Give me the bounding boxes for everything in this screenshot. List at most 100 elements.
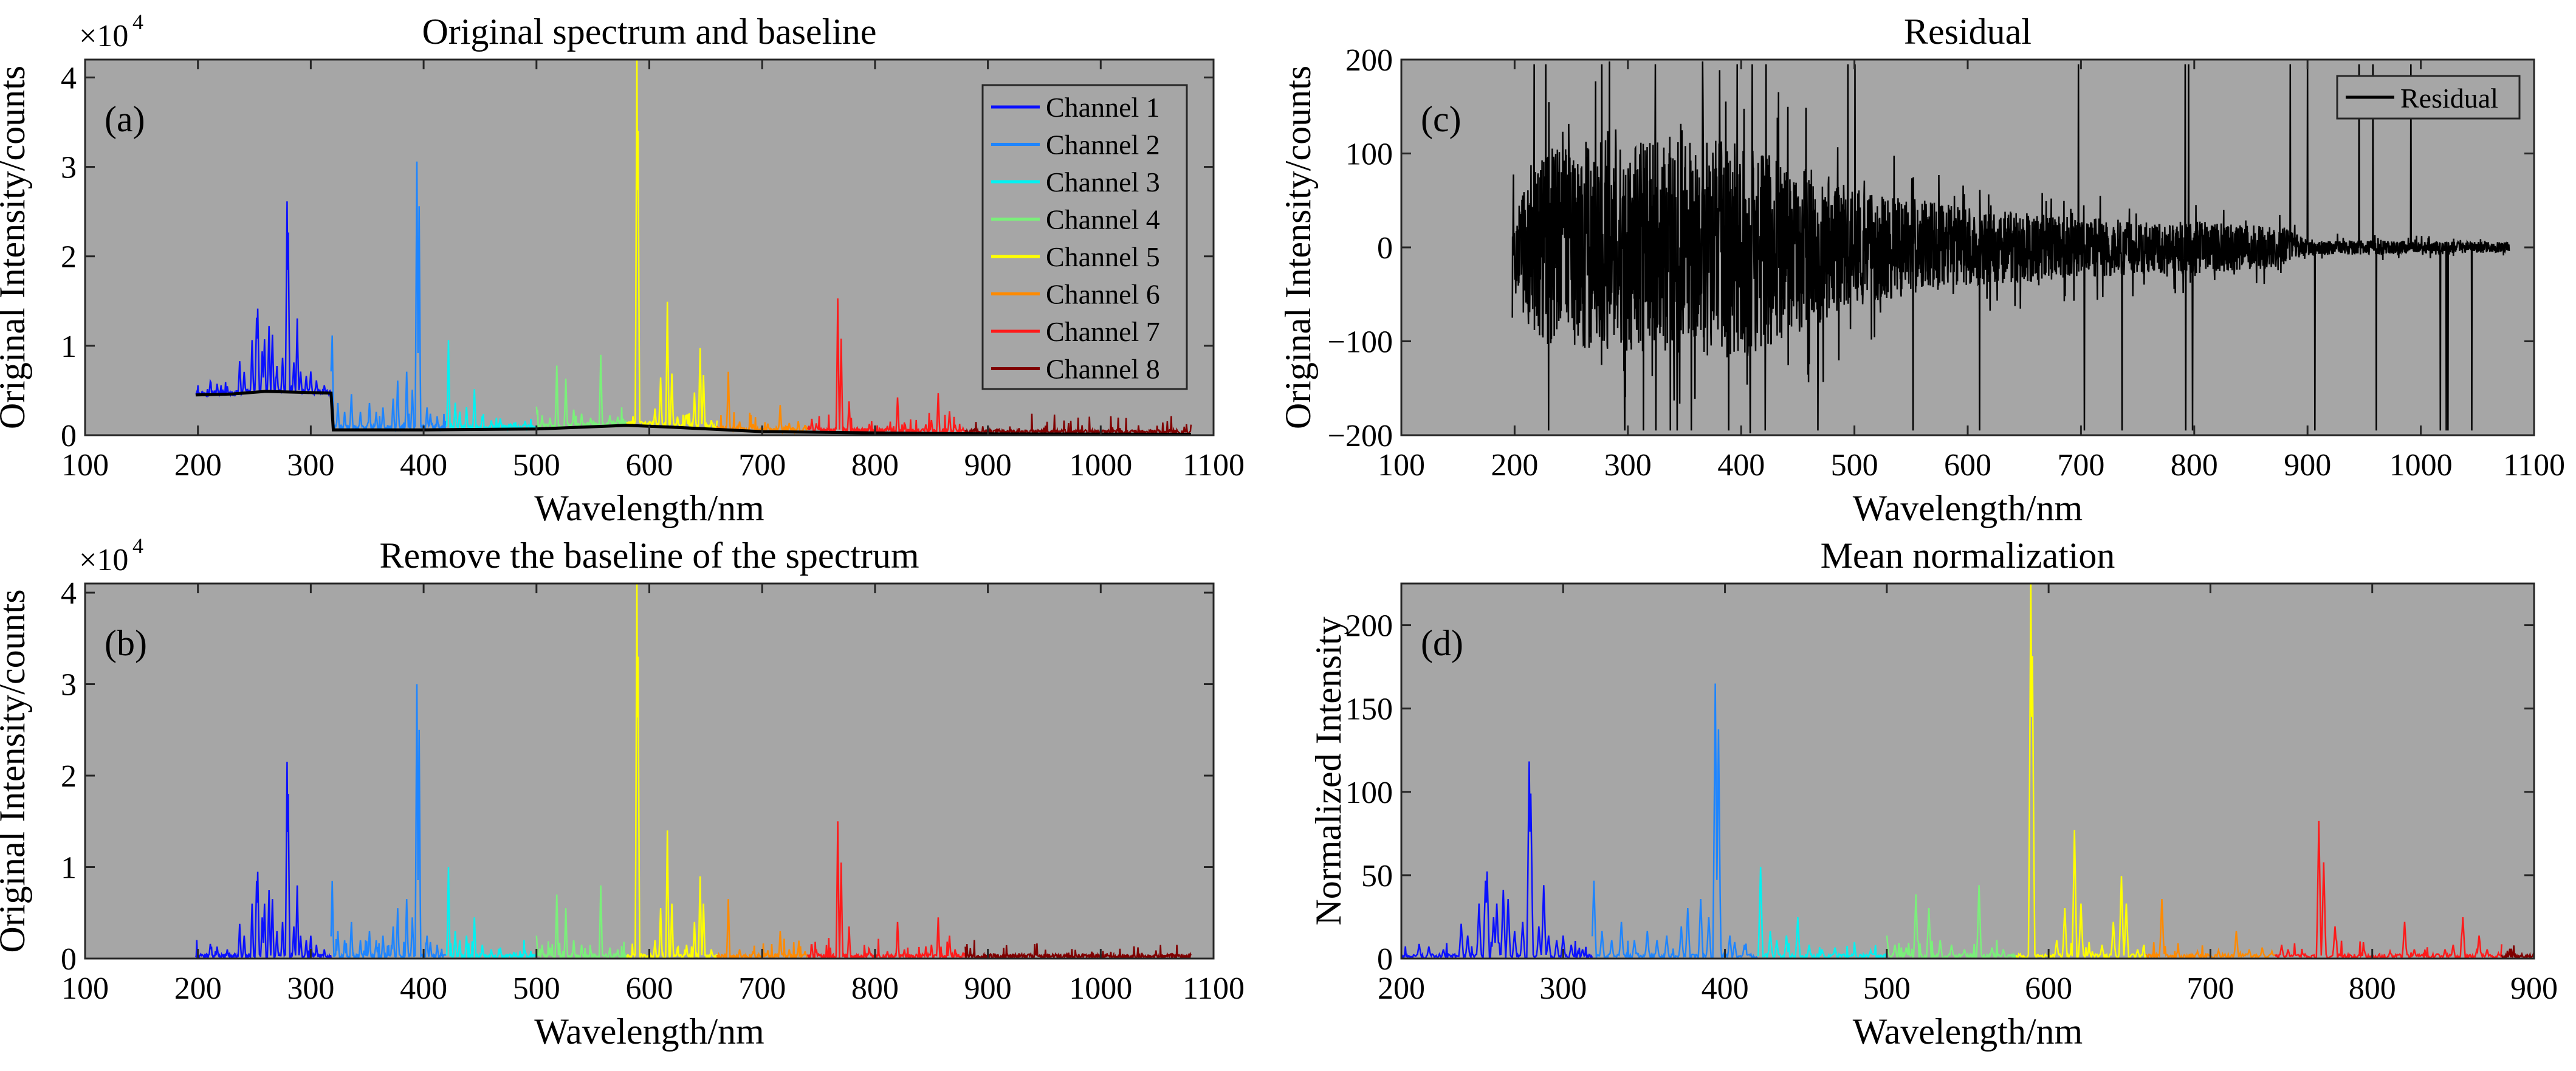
x-tick-label: 300: [287, 971, 334, 1006]
x-tick-label: 1100: [1183, 971, 1245, 1006]
legend-entry-label: Channel 4: [1046, 204, 1160, 235]
x-axis-label: Wavelength/nm: [534, 1011, 764, 1052]
series-channel-2: [330, 684, 447, 959]
series-channel-4: [1886, 885, 2017, 959]
panel-c: 100 200 300 400 500 600 700 800 900 1000 1100−200−…: [1278, 12, 2565, 528]
y-tick-label: 1: [61, 851, 77, 886]
x-tick-label: 400: [1702, 971, 1749, 1006]
panel-title: Original spectrum and baseline: [422, 12, 876, 52]
y-exponent-base: ×10: [79, 543, 128, 577]
x-tick-label: 600: [2025, 971, 2072, 1006]
legend-entry-label: Channel 8: [1046, 354, 1160, 385]
x-tick-label: 500: [513, 448, 560, 483]
y-tick-label: 150: [1345, 692, 1393, 727]
x-tick-label: 700: [738, 971, 786, 1006]
legend-entry-label: Channel 6: [1046, 279, 1160, 310]
x-tick-label: 1100: [1183, 448, 1245, 483]
panel-title: Remove the baseline of the spectrum: [379, 536, 919, 576]
panel-d: 200 300 400 500 600 700 800 900 0 50 100 150 200 Mean…: [1308, 536, 2558, 1052]
y-tick-label: −200: [1328, 419, 1393, 453]
x-tick-label: 200: [174, 448, 222, 483]
legend: Channel 1 Channel 2 Channel 3 Channel 4 Chan…: [981, 84, 1188, 390]
x-tick-label: 800: [2171, 448, 2218, 483]
y-tick-label: 50: [1361, 859, 1393, 894]
x-tick-label: 200: [1491, 448, 1538, 483]
x-tick-label: 400: [400, 448, 447, 483]
series-channel-1: [1401, 761, 1593, 959]
series-channel-7: [806, 298, 966, 435]
y-tick-label: 4: [61, 61, 77, 95]
plot-area: [85, 584, 1214, 959]
x-tick-label: 500: [513, 971, 560, 1006]
x-tick-label: 200: [174, 971, 222, 1006]
x-tick-label: 700: [2057, 448, 2104, 483]
y-exponent-power: 4: [132, 10, 143, 34]
x-tick-label: 600: [1944, 448, 1991, 483]
panel-label: (b): [105, 623, 147, 663]
panel-label: (a): [105, 99, 145, 139]
x-tick-label: 300: [1539, 971, 1587, 1006]
panel-title: Mean normalization: [1821, 536, 2115, 576]
y-tick-label: 100: [1345, 137, 1393, 172]
series-channel-7: [807, 821, 966, 959]
legend-entry-label: Channel 2: [1046, 129, 1160, 160]
legend-box: [981, 84, 1188, 390]
plot-area: [1401, 584, 2534, 959]
x-tick-label: 400: [400, 971, 447, 1006]
x-tick-label: 900: [2510, 971, 2558, 1006]
x-tick-label: 900: [964, 448, 1012, 483]
series-channel-3: [1757, 867, 1888, 959]
y-tick-label: 100: [1345, 776, 1393, 810]
panel-a: 100 200 300 400 500 600 700 800 900 1000 1100 0 1 2 3 4…: [0, 10, 1245, 528]
y-tick-label: 0: [61, 419, 77, 453]
series-channel-1: [194, 762, 332, 959]
x-axis-label: Wavelength/nm: [1853, 488, 2083, 528]
y-tick-label: 3: [61, 151, 77, 185]
series-channel-5: [626, 60, 718, 430]
x-tick-label: 600: [626, 971, 673, 1006]
legend-entry-label: Channel 1: [1046, 92, 1160, 123]
y-tick-label: 0: [61, 942, 77, 977]
x-tick-label: 100: [61, 971, 109, 1006]
y-axis-label: Original Intensity/counts: [1278, 66, 1318, 429]
x-tick-label: 200: [1378, 971, 1425, 1006]
y-exponent: ×10 4: [79, 10, 143, 53]
x-tick-label: 800: [851, 448, 899, 483]
x-tick-label: 500: [1831, 448, 1878, 483]
y-tick-label: 0: [1377, 231, 1393, 266]
x-tick-label: 500: [1863, 971, 1911, 1006]
series-channel-2: [330, 161, 447, 433]
x-tick-label: 300: [287, 448, 334, 483]
x-tick-label: 900: [2284, 448, 2331, 483]
y-exponent: ×10 4: [79, 534, 143, 577]
x-axis-label: Wavelength/nm: [534, 488, 764, 528]
x-tick-label: 1000: [1069, 971, 1132, 1006]
series-channel-3: [445, 867, 538, 959]
residual-series: [1511, 61, 2510, 433]
panel-b: 100 200 300 400 500 600 700 800 900 1000 1100 0 1 2 3 4…: [0, 534, 1245, 1052]
x-tick-label: 1000: [2389, 448, 2453, 483]
y-exponent-power: 4: [132, 534, 143, 558]
x-tick-label: 300: [1604, 448, 1652, 483]
panel-label: (c): [1421, 99, 1461, 139]
legend-entry-label: Residual: [2400, 83, 2498, 114]
y-exponent-base: ×10: [79, 19, 128, 53]
series-channel-5: [2015, 584, 2147, 959]
legend-entry-label: Channel 3: [1046, 167, 1160, 198]
x-tick-label: 100: [1378, 448, 1425, 483]
y-tick-label: 3: [61, 668, 77, 703]
series-channel-4: [535, 354, 627, 431]
y-axis-label: Normalized Intensity: [1308, 616, 1348, 925]
series-channel-5: [626, 584, 718, 959]
y-tick-label: 4: [61, 576, 77, 611]
panel-title: Residual: [1904, 12, 2032, 52]
axes-box: [1400, 582, 2535, 960]
x-tick-label: 800: [2349, 971, 2396, 1006]
x-tick-label: 400: [1717, 448, 1765, 483]
series-channel-7: [2274, 821, 2502, 959]
x-tick-label: 1100: [2503, 448, 2565, 483]
legend-entry-label: Channel 5: [1046, 241, 1160, 272]
x-tick-label: 800: [851, 971, 899, 1006]
x-tick-label: 900: [964, 971, 1012, 1006]
